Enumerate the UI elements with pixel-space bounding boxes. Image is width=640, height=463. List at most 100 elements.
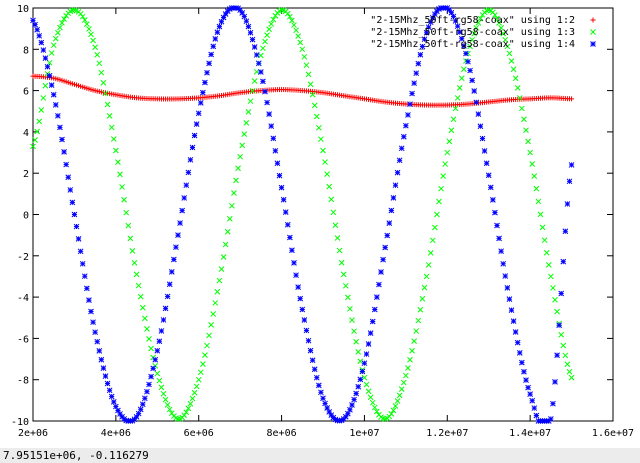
data-point (299, 46, 306, 53)
data-point (492, 209, 498, 216)
data-point (191, 389, 198, 396)
data-point (154, 347, 161, 354)
data-point (504, 285, 511, 291)
data-point (369, 399, 376, 406)
data-point (469, 77, 475, 84)
data-point (94, 51, 101, 58)
data-point (251, 78, 258, 84)
data-point (512, 329, 519, 335)
data-point (30, 143, 36, 150)
data-point (102, 373, 109, 379)
data-point (185, 405, 192, 412)
data-point (200, 361, 206, 367)
data-point (498, 25, 504, 31)
data-point (144, 325, 150, 332)
data-point (38, 107, 45, 113)
data-point (409, 90, 415, 97)
data-point (434, 211, 440, 218)
data-point (117, 171, 123, 178)
legend-label: "2-15Mhz_50ft-rg58-coax" using 1:4 (370, 39, 575, 50)
data-point (465, 58, 471, 65)
data-point (44, 63, 51, 70)
data-point (313, 113, 320, 120)
data-point (264, 32, 270, 38)
data-point (429, 237, 436, 244)
data-point (189, 144, 196, 151)
data-point (454, 95, 461, 101)
data-point (340, 271, 347, 278)
data-point (278, 7, 285, 13)
data-point (500, 30, 507, 37)
legend: "2-15Mhz_50ft-rg58-coax" using 1:2"2-15M… (370, 15, 596, 50)
data-point (282, 209, 289, 216)
data-point (419, 295, 426, 302)
data-point (516, 350, 523, 356)
data-point (427, 250, 434, 256)
legend-label: "2-15Mhz_50ft-rg58-coax" using 1:3 (370, 27, 575, 38)
data-point (142, 395, 148, 402)
data-point (448, 127, 455, 134)
data-point (137, 406, 144, 413)
data-point (398, 386, 405, 393)
data-point (361, 360, 368, 367)
data-point (48, 50, 55, 56)
data-point (307, 347, 314, 354)
data-point (293, 27, 299, 34)
data-point (371, 306, 378, 313)
data-point (382, 244, 388, 251)
data-point (92, 329, 98, 336)
data-point (291, 22, 297, 28)
data-point (100, 365, 107, 371)
data-point (208, 322, 214, 328)
x-tick-label: 8e+06 (267, 428, 297, 439)
data-point (403, 122, 409, 129)
data-point (46, 72, 53, 79)
data-point (510, 66, 517, 73)
data-point (554, 352, 560, 359)
data-point (220, 254, 227, 260)
data-point (378, 269, 384, 275)
data-point (355, 349, 362, 355)
data-point (291, 259, 297, 266)
data-point (295, 284, 301, 290)
data-point (77, 248, 84, 255)
data-point (146, 336, 152, 342)
data-point (119, 184, 125, 190)
data-point (568, 374, 575, 381)
data-point (388, 411, 395, 417)
data-point (86, 297, 92, 303)
data-point (166, 281, 173, 288)
data-point (115, 407, 121, 414)
scatter-chart[interactable]: 2e+06 4e+06 6e+06 8e+06 1e+07 1.2e+07 1.4e+07 1… (0, 0, 640, 448)
data-point (411, 338, 417, 344)
data-point (564, 201, 571, 207)
data-point (548, 273, 554, 280)
data-point (50, 42, 57, 49)
data-point (320, 395, 326, 402)
data-point (55, 112, 61, 119)
data-point (342, 282, 349, 289)
data-point (245, 23, 252, 30)
data-point (394, 169, 401, 176)
data-point (148, 373, 154, 380)
data-point (214, 288, 221, 295)
data-point (498, 248, 504, 255)
x-tick-label: 1.6e+07 (592, 428, 634, 439)
data-point (247, 29, 254, 36)
data-point (328, 196, 335, 203)
data-point (212, 36, 219, 42)
data-point (40, 47, 47, 53)
data-point (127, 235, 134, 242)
data-point (365, 388, 372, 395)
data-point (521, 368, 527, 375)
data-point (531, 405, 538, 411)
data-point (506, 50, 513, 57)
data-point (533, 412, 540, 419)
data-point (243, 120, 250, 126)
data-point (301, 317, 308, 323)
data-point (299, 306, 306, 313)
plot-window[interactable]: 2e+06 4e+06 6e+06 8e+06 1e+07 1.2e+07 1.4e+07 1… (0, 0, 640, 448)
data-point (139, 304, 146, 311)
y-tick-label: -6 (17, 334, 29, 345)
data-point (200, 89, 206, 96)
